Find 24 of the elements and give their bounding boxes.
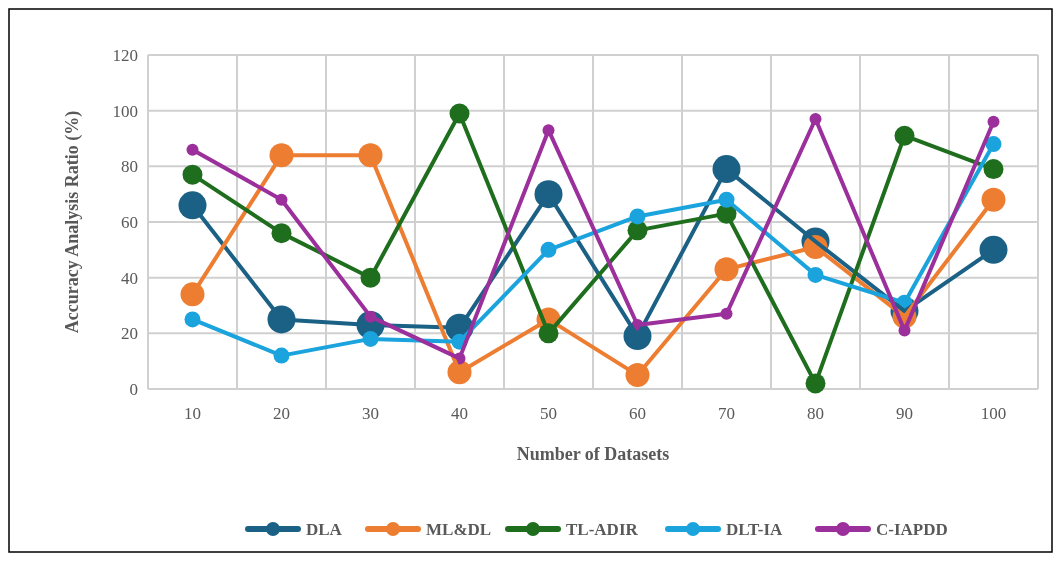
x-tick-label: 80	[807, 404, 824, 423]
x-tick-label: 40	[451, 404, 468, 423]
x-tick-label: 50	[540, 404, 557, 423]
x-tick-label: 60	[629, 404, 646, 423]
y-tick-label: 60	[121, 212, 138, 232]
legend-label: DLT-IA	[726, 519, 784, 539]
x-tick-label: 100	[980, 404, 1007, 423]
x-tick-label: 20	[273, 404, 290, 423]
x-tick-label: 10	[184, 404, 201, 423]
legend-label: DLA	[306, 519, 343, 539]
y-tick-label: 0	[129, 379, 138, 399]
x-tick-label: 30	[362, 404, 379, 423]
y-tick-label: 20	[121, 324, 138, 344]
y-axis-title: Accuracy Analysis Ratio (%)	[62, 110, 83, 334]
x-tick-label: 90	[896, 404, 913, 423]
x-tick-label: 70	[718, 404, 735, 423]
y-tick-label: 120	[112, 45, 138, 65]
y-tick-label: 80	[121, 157, 138, 177]
y-tick-label: 40	[121, 268, 138, 288]
legend-label: C-IAPDD	[876, 519, 948, 539]
legend-label: ML&DL	[426, 519, 492, 539]
legend-label: TL-ADIR	[566, 519, 639, 539]
y-tick-label: 100	[112, 101, 138, 121]
x-axis-title: Number of Datasets	[516, 444, 670, 464]
